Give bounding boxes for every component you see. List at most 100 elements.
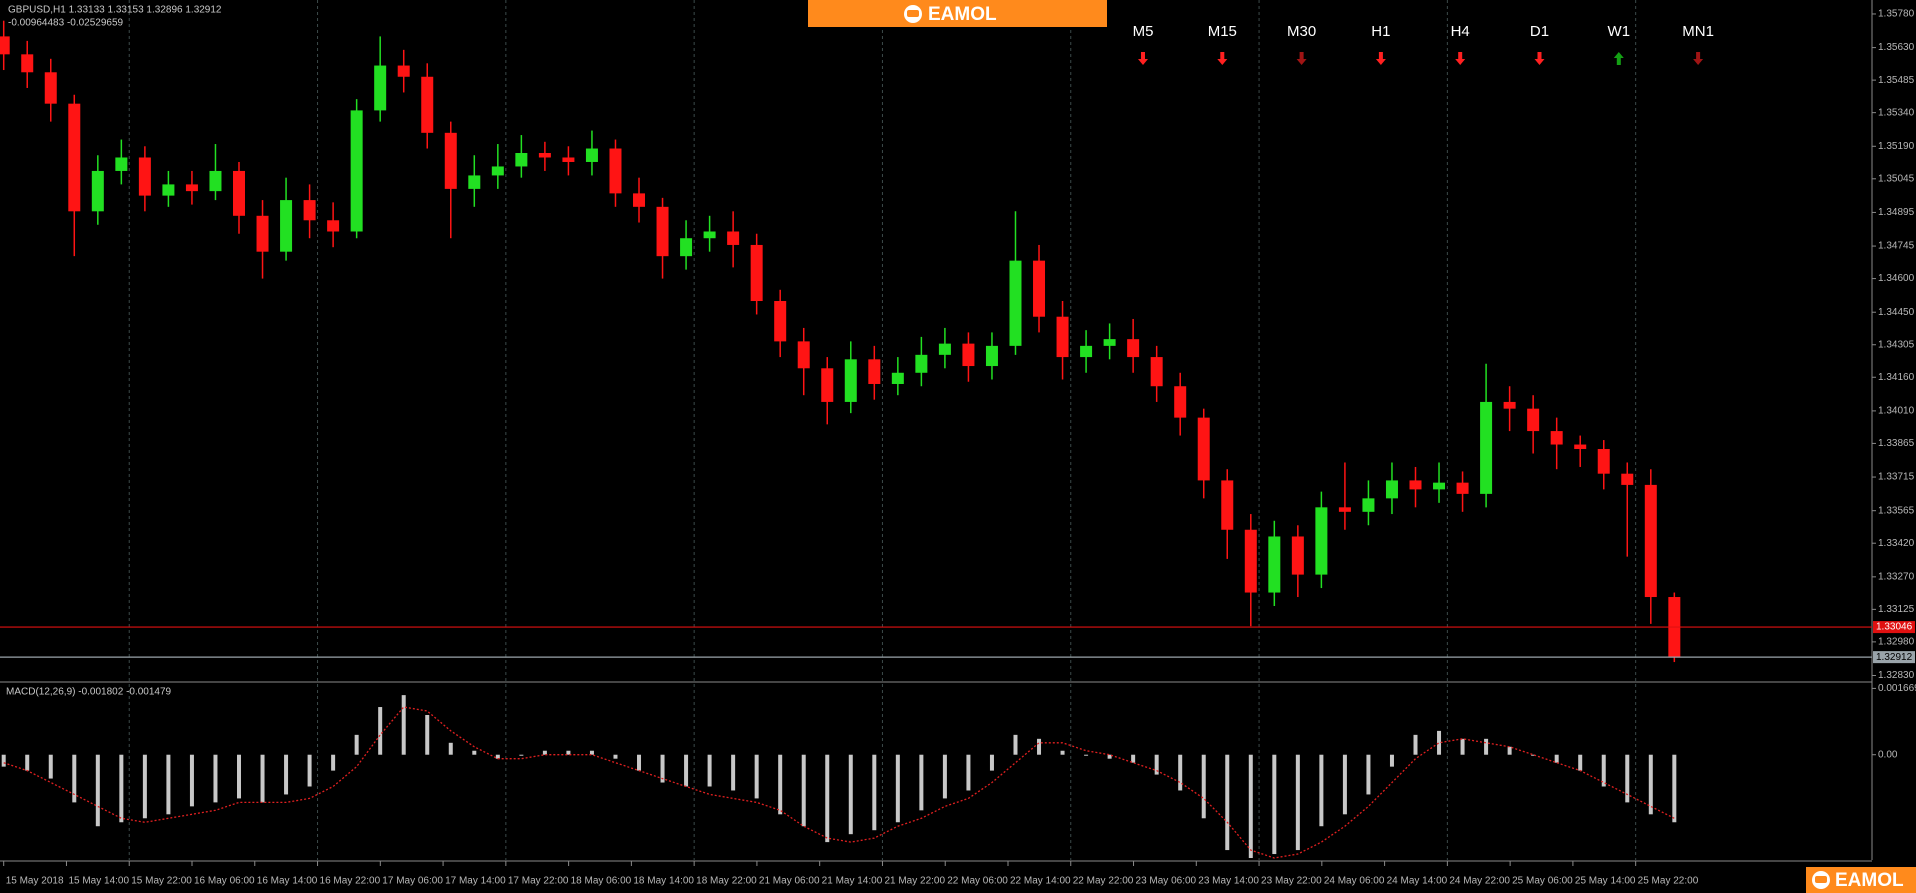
macd-bar: [354, 734, 359, 755]
candle-body: [891, 372, 904, 384]
logo-icon-face: [907, 10, 919, 17]
candle-body: [821, 368, 834, 402]
macd-bar: [495, 754, 500, 759]
x-tick-label: 21 May 22:00: [884, 876, 945, 887]
macd-bar: [166, 754, 171, 815]
macd-bar: [25, 754, 30, 771]
y-tick-label: 1.34305: [1878, 339, 1915, 350]
macd-bar: [707, 754, 712, 787]
macd-bar: [542, 750, 547, 755]
macd-bar: [1437, 730, 1442, 755]
macd-bar: [472, 750, 477, 755]
trend-arrow: [1693, 52, 1704, 65]
candle-body: [115, 157, 128, 171]
macd-bar: [72, 754, 77, 803]
x-tick-label: 24 May 06:00: [1324, 876, 1385, 887]
timeframe-label: MN1: [1682, 23, 1714, 40]
y-tick-label: 1.33125: [1878, 604, 1915, 615]
x-tick-label: 15 May 14:00: [68, 876, 129, 887]
macd-bar: [1578, 754, 1583, 771]
macd-bar: [895, 754, 900, 823]
candle-body: [1574, 444, 1587, 450]
timeframe-label: D1: [1530, 23, 1549, 40]
macd-bar: [1601, 754, 1606, 787]
macd-bar: [378, 707, 383, 755]
macd-bar: [1484, 738, 1489, 755]
trend-arrow: [1375, 52, 1386, 65]
y-tick-label: 1.34160: [1878, 372, 1915, 383]
candle-body: [1033, 260, 1046, 317]
candle-body: [1315, 507, 1328, 575]
macd-bar: [307, 754, 312, 787]
x-tick-label: 17 May 14:00: [445, 876, 506, 887]
macd-bar: [1342, 754, 1347, 815]
x-tick-label: 18 May 14:00: [633, 876, 694, 887]
timeframe-label: W1: [1608, 23, 1631, 40]
y-tick-label: 1.34600: [1878, 273, 1915, 284]
macd-bar: [1154, 754, 1159, 775]
macd-bar: [1084, 754, 1089, 756]
banner-bg: [808, 0, 1107, 27]
y-tick-label: 1.35045: [1878, 173, 1915, 184]
timeframe-label: H1: [1371, 23, 1390, 40]
macd-bar: [1319, 754, 1324, 827]
candle-body: [1456, 482, 1469, 494]
macd-bar: [237, 754, 241, 799]
macd-bar: [119, 754, 124, 823]
x-tick-label: 25 May 14:00: [1575, 876, 1636, 887]
price-label: 1.33046: [1876, 622, 1913, 633]
top-banner: EAMOL: [808, 0, 1107, 27]
candle-body: [21, 54, 34, 73]
y-tick-label: 1.34745: [1878, 241, 1915, 252]
candle-body: [44, 72, 57, 104]
candle-body: [915, 354, 928, 373]
macd-bar: [613, 754, 618, 759]
macd-bar: [731, 754, 736, 791]
x-tick-label: 15 May 22:00: [131, 876, 192, 887]
macd-bar: [1413, 734, 1418, 755]
candle-body: [1433, 482, 1446, 490]
candle-body: [868, 359, 881, 384]
candle-body: [444, 132, 457, 189]
macd-bar: [1178, 754, 1183, 791]
macd-bar: [1531, 754, 1536, 756]
candle-body: [633, 193, 646, 207]
candle-body: [468, 175, 481, 189]
candle-body: [374, 65, 387, 111]
macd-bar: [142, 754, 147, 819]
candle-body: [1127, 339, 1140, 358]
x-tick-label: 21 May 06:00: [759, 876, 820, 887]
candle-body: [962, 343, 975, 367]
x-tick-label: 15 May 2018: [6, 876, 64, 887]
y-tick-label: 1.32830: [1878, 670, 1915, 681]
macd-bar: [1460, 738, 1465, 755]
chart-title: GBPUSD,H1 1.33133 1.33153 1.32896 1.3291…: [8, 5, 222, 16]
candle-body: [185, 184, 198, 192]
macd-bar: [684, 754, 689, 787]
trend-arrow: [1613, 52, 1624, 65]
y-tick-label: 1.33565: [1878, 505, 1915, 516]
candle-body: [303, 200, 316, 221]
macd-bar: [872, 754, 877, 831]
candle-body: [91, 170, 104, 212]
y-tick-label: 0.00: [1878, 749, 1898, 760]
macd-bar: [1295, 754, 1300, 851]
candle-body: [1550, 431, 1563, 445]
y-tick-label: 1.35340: [1878, 107, 1915, 118]
macd-bar: [1648, 754, 1653, 815]
candle-body: [1503, 401, 1516, 409]
y-tick-label: 1.33270: [1878, 571, 1915, 582]
y-tick-label: 1.35630: [1878, 42, 1915, 53]
candle-body: [397, 65, 410, 77]
logo-icon-face: [1815, 876, 1827, 883]
trend-arrow: [1296, 52, 1307, 65]
y-tick-label: 1.34010: [1878, 406, 1915, 417]
candle-body: [727, 231, 740, 245]
trend-arrow: [1138, 52, 1148, 65]
trend-arrow: [1455, 52, 1466, 65]
macd-bar: [519, 754, 524, 756]
candle-body: [1527, 408, 1540, 432]
candle-body: [774, 301, 787, 342]
macd-bar: [189, 754, 194, 807]
